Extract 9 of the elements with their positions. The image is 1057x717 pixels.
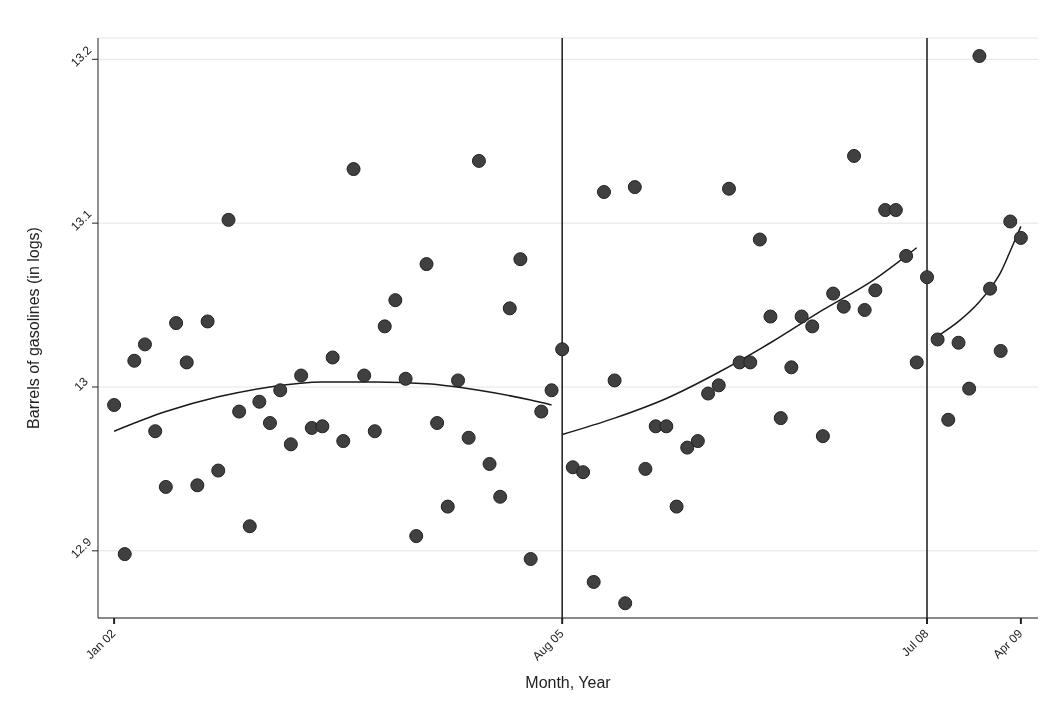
x-tick-label: Apr 09 [990, 626, 1026, 662]
x-tick-label: Jan 02 [83, 626, 119, 662]
x-axis-title: Month, Year [525, 674, 612, 691]
y-axis-title: Barrels of gasolines (in logs) [24, 227, 42, 429]
x-tick-label: Aug 05 [529, 626, 567, 664]
x-tick-label: Jul 08 [898, 626, 932, 660]
y-tick-label: 12.9 [67, 534, 95, 562]
y-tick-label: 13.1 [67, 206, 95, 234]
y-tick-label: 13 [71, 374, 92, 394]
